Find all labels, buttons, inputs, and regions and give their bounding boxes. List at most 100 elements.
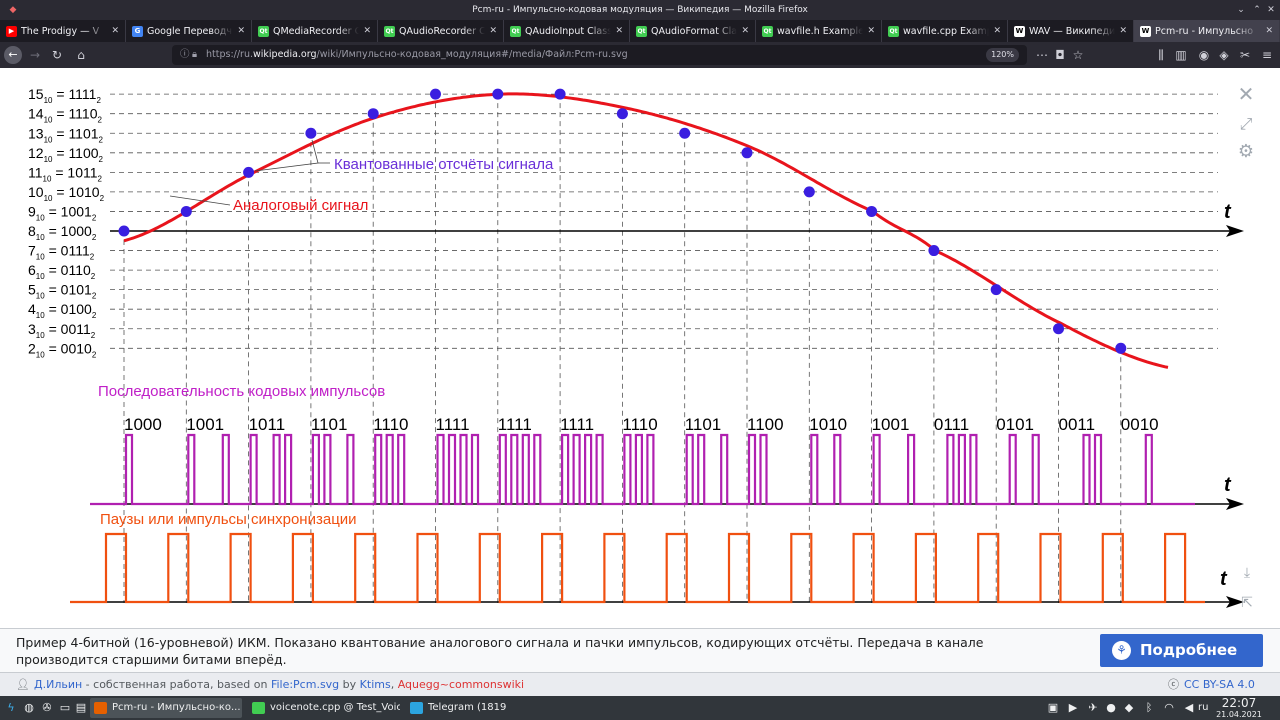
tab-1[interactable]: ▶ The Prodigy — V ✕ <box>0 20 126 42</box>
close-tab-icon[interactable]: ✕ <box>993 26 1001 36</box>
url-bar[interactable]: ⓘ 🔒︎ https://ru.wikipedia.org/wiki/Импул… <box>172 45 1027 65</box>
more-details-button[interactable]: ⚘ Подробнее <box>1100 634 1263 667</box>
taskbar: ϟ ◍ ✇ ▭ ▤ Pcm-ru - Импульсно-ко... voicen… <box>0 696 1280 720</box>
contributor-link-1[interactable]: Ktims <box>359 678 391 691</box>
minimize-icon[interactable]: ⌄ <box>1237 5 1245 15</box>
vpn-icon[interactable]: ◆ <box>1124 701 1134 714</box>
notifications-icon[interactable]: ● <box>1106 701 1116 714</box>
volume-icon[interactable]: ◀ <box>1184 701 1194 714</box>
tab-10[interactable]: W Pcm-ru - Импульсно ✕ <box>1134 20 1280 42</box>
sample-point <box>866 205 878 217</box>
level-label: 1110 = 10112 <box>28 164 103 183</box>
close-viewer-icon[interactable]: ✕ <box>1237 82 1255 106</box>
account-icon[interactable]: ◉ <box>1198 48 1210 62</box>
pulses-label: Последовательность кодовых импульсов <box>98 383 385 400</box>
author-link[interactable]: Д.Ильин <box>34 678 83 691</box>
taskbar-task-label: Telegram (1819) <box>428 702 506 713</box>
discord-icon[interactable]: ◍ <box>24 701 34 714</box>
keyboard-layout[interactable]: ru <box>1198 702 1209 713</box>
download-icon[interactable]: ⤓ <box>1243 565 1251 581</box>
code-label: 1101 <box>311 415 348 434</box>
tab-5[interactable]: Qt QAudioInput Class ✕ <box>504 20 630 42</box>
close-tab-icon[interactable]: ✕ <box>363 26 371 36</box>
tab-label: Google Переводчик <box>147 25 233 37</box>
close-tab-icon[interactable]: ✕ <box>111 26 119 36</box>
app-launcher-icon[interactable]: ϟ <box>7 701 15 714</box>
close-tab-icon[interactable]: ✕ <box>489 26 497 36</box>
wikipedia-icon: W <box>1140 25 1151 37</box>
translate-icon: G <box>132 25 143 37</box>
taskbar-task-label: voicenote.cpp @ Test_Voice... <box>270 702 400 713</box>
tab-9[interactable]: W WAV — Википедия ✕ <box>1008 20 1134 42</box>
share-icon[interactable]: ⇱ <box>1241 595 1253 611</box>
source-file-link[interactable]: File:Pcm.svg <box>270 678 340 691</box>
code-label: 1010 <box>809 415 847 434</box>
zoom-level[interactable]: 120% <box>986 48 1019 62</box>
tab-8[interactable]: Qt wavfile.cpp Example ✕ <box>882 20 1008 42</box>
sidebar-icon[interactable]: ▥ <box>1175 48 1187 62</box>
steam-icon[interactable]: ✇ <box>42 701 52 714</box>
time-axis-label: t <box>1224 201 1232 223</box>
code-label: 1111 <box>560 415 594 434</box>
sample-point <box>118 225 130 237</box>
level-label: 510 = 01012 <box>28 282 97 301</box>
screenshot-icon[interactable]: ✂ <box>1239 48 1251 62</box>
close-tab-icon[interactable]: ✕ <box>867 26 875 36</box>
taskbar-task-2[interactable]: voicenote.cpp @ Test_Voice... <box>248 698 400 718</box>
clock[interactable]: 22:07 21.04.2021 <box>1206 696 1272 720</box>
close-window-icon[interactable]: ✕ <box>1267 5 1275 15</box>
reload-icon[interactable]: ↻ <box>51 48 63 62</box>
taskbar-task-1[interactable]: Pcm-ru - Импульсно-ко... <box>90 698 242 718</box>
tab-6[interactable]: Qt QAudioFormat Class ✕ <box>630 20 756 42</box>
qt-icon: Qt <box>258 25 269 37</box>
sample-point <box>305 127 317 139</box>
signal-label-leader <box>169 195 231 206</box>
firefox-icon <box>94 702 107 714</box>
extension-icon[interactable]: ◈ <box>1219 48 1229 62</box>
sample-point <box>803 186 815 198</box>
menu-icon[interactable]: ≡ <box>1261 48 1273 62</box>
pocket-icon[interactable]: ◘ <box>1055 48 1065 62</box>
license-link[interactable]: CC BY-SA 4.0 <box>1184 678 1255 691</box>
clipboard-icon[interactable]: ▣ <box>1047 701 1059 714</box>
fullscreen-icon[interactable]: ⤢ <box>1239 114 1253 133</box>
terminal-icon[interactable]: ▭ <box>59 701 71 714</box>
bluetooth-icon[interactable]: ᛒ <box>1145 701 1153 714</box>
tab-label: WAV — Википедия <box>1029 25 1116 37</box>
files-icon[interactable]: ▤ <box>75 701 87 714</box>
taskbar-task-3[interactable]: Telegram (1819) <box>406 698 506 718</box>
tab-2[interactable]: G Google Переводчик ✕ <box>126 20 252 42</box>
sync-pulse-train <box>70 532 1205 604</box>
close-tab-icon[interactable]: ✕ <box>1265 26 1273 36</box>
forward-icon[interactable]: → <box>29 48 41 62</box>
info-icon[interactable]: ⓘ <box>180 49 190 60</box>
close-tab-icon[interactable]: ✕ <box>237 26 245 36</box>
bookmark-star-icon[interactable]: ☆ <box>1072 48 1084 62</box>
settings-gear-icon[interactable]: ⚙ <box>1237 141 1255 162</box>
back-icon[interactable]: ← <box>4 46 22 64</box>
maximize-icon[interactable]: ⌃ <box>1253 5 1261 15</box>
close-tab-icon[interactable]: ✕ <box>1119 26 1127 36</box>
code-label: 1000 <box>124 415 162 434</box>
app-menu-icon[interactable]: ◆ <box>9 5 17 15</box>
telegram-tray-icon[interactable]: ✈ <box>1088 701 1098 714</box>
contributor-link-2[interactable]: Aquegg~commonswiki <box>397 678 525 691</box>
close-tab-icon[interactable]: ✕ <box>615 26 623 36</box>
media-icon[interactable]: ▶ <box>1068 701 1078 714</box>
home-icon[interactable]: ⌂ <box>77 48 85 62</box>
level-label: 710 = 01112 <box>28 243 95 262</box>
qt-icon: Qt <box>762 25 773 37</box>
close-tab-icon[interactable]: ✕ <box>741 26 749 36</box>
code-pulse-train <box>90 433 1195 506</box>
network-icon[interactable]: ◠ <box>1164 701 1174 714</box>
clock-time: 22:07 <box>1221 696 1257 710</box>
page-actions-icon[interactable]: ⋯ <box>1036 48 1048 62</box>
tab-3[interactable]: Qt QMediaRecorder Class ✕ <box>252 20 378 42</box>
wikipedia-icon: W <box>1014 25 1025 37</box>
level-label: 210 = 00102 <box>28 340 97 359</box>
tab-7[interactable]: Qt wavfile.h Example ✕ <box>756 20 882 42</box>
pulse-axis-label: t <box>1224 474 1232 496</box>
library-icon[interactable]: ⫼ <box>1158 48 1164 62</box>
url-host: wikipedia.org <box>253 49 317 60</box>
tab-4[interactable]: Qt QAudioRecorder Class✕ <box>378 20 504 42</box>
